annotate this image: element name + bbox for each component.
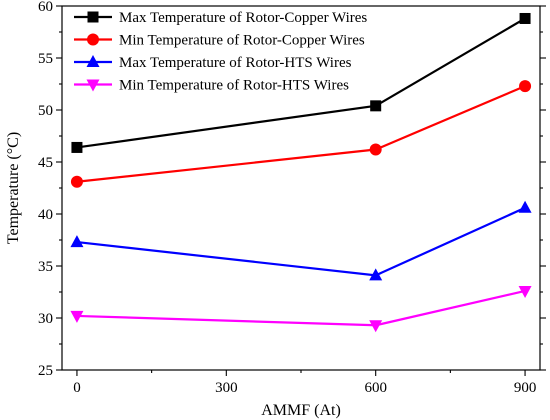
legend-marker [87, 33, 99, 46]
legend-item: Max Temperature of Rotor-HTS Wires [74, 55, 352, 71]
series-line [76, 85, 526, 183]
data-point [369, 320, 383, 333]
y-tick-label: 45 [38, 155, 53, 171]
y-tick-label: 40 [38, 207, 53, 223]
legend-marker [87, 11, 99, 23]
legend-label: Max Temperature of Rotor-HTS Wires [119, 55, 352, 71]
legend-item: Max Temperature of Rotor-Copper Wires [74, 10, 367, 26]
data-point [518, 200, 532, 213]
data-point [70, 310, 84, 323]
x-tick-label: 0 [73, 380, 81, 396]
y-axis-title: Temperature (°C) [5, 132, 22, 244]
x-tick-label: 300 [215, 380, 238, 396]
data-point [369, 143, 382, 156]
y-tick-label: 50 [38, 103, 53, 119]
data-point [369, 268, 383, 281]
data-point [70, 175, 83, 188]
legend: Max Temperature of Rotor-Copper Wires Min… [74, 10, 367, 94]
legend-item: Min Temperature of Rotor-HTS Wires [74, 78, 349, 94]
y-tick-label: 30 [38, 311, 53, 327]
legend-label: Min Temperature of Rotor-Copper Wires [119, 33, 365, 49]
data-point [370, 100, 382, 112]
data-point [518, 285, 532, 298]
series-line [76, 289, 526, 327]
x-tick-label: 600 [364, 380, 387, 396]
x-axis-title: AMMF (At) [261, 402, 341, 419]
series-2 [70, 80, 532, 188]
legend-marker [86, 55, 100, 67]
series-3 [70, 200, 532, 281]
data-point [71, 141, 83, 153]
series-4 [70, 285, 532, 333]
legend-label: Max Temperature of Rotor-Copper Wires [119, 10, 367, 26]
series-line [76, 206, 526, 277]
y-tick-label: 35 [38, 259, 53, 275]
series-layer [70, 12, 532, 333]
series-1 [71, 12, 531, 153]
x-tick-label: 900 [514, 380, 537, 396]
legend-item: Min Temperature of Rotor-Copper Wires [74, 33, 365, 49]
data-point [70, 235, 84, 248]
y-tick-label: 55 [38, 51, 53, 67]
legend-label: Min Temperature of Rotor-HTS Wires [119, 78, 349, 94]
legend-marker [86, 79, 100, 92]
data-point [519, 12, 531, 24]
y-tick-label: 25 [38, 363, 53, 379]
data-point [519, 80, 532, 93]
y-tick-label: 60 [38, 0, 53, 15]
